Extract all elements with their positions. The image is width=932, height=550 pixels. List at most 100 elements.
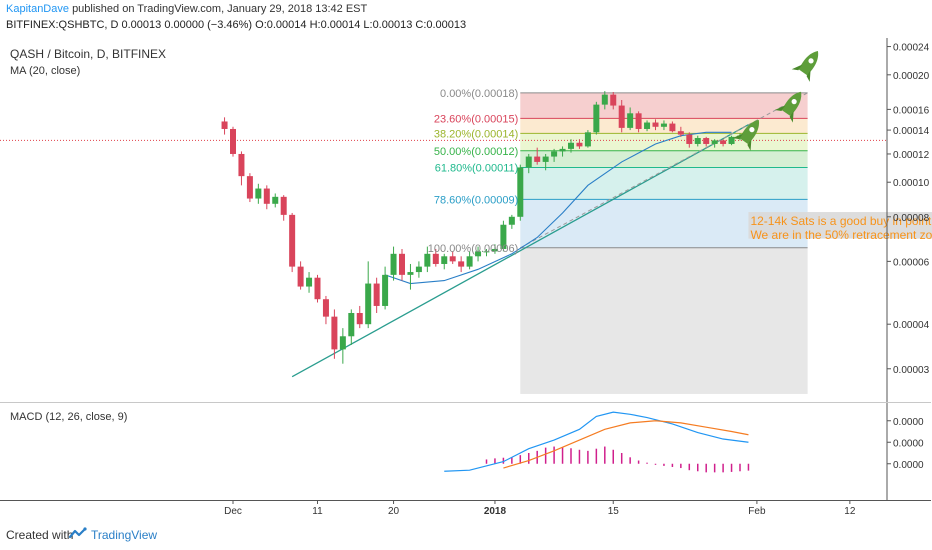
rockets: [732, 51, 819, 151]
candle-body: [272, 196, 279, 204]
price-tick-label: 0.00024: [893, 43, 930, 54]
candle-body: [365, 283, 372, 325]
candle-body: [500, 224, 507, 249]
candle-body: [711, 140, 718, 144]
candle-body: [475, 251, 482, 257]
candle-body: [458, 261, 465, 267]
candle-body: [534, 156, 541, 162]
annotation-box: [748, 212, 932, 239]
fib-lines: [520, 92, 808, 249]
axes: 0.00003 0.00004 0.00006 0.00008 0.00010 0.000…: [0, 38, 931, 517]
fib-level-label: 0.00%(0.00018): [440, 88, 518, 100]
rocket-window: [749, 127, 755, 133]
price-tick-label: 0.00012: [893, 150, 930, 161]
fib-level-label: 50.00%(0.00012): [434, 146, 518, 158]
candle-body: [483, 251, 490, 253]
candle-body: [610, 94, 617, 106]
time-tick-label: 20: [388, 506, 400, 517]
candle-body: [618, 105, 625, 128]
price-tick-label: 0.00014: [893, 126, 930, 137]
trendlines: [291, 92, 808, 378]
candle-body: [517, 167, 524, 217]
tradingview-brand-link[interactable]: TradingView: [91, 528, 158, 542]
candle-body: [322, 299, 329, 317]
candle-body: [728, 136, 735, 144]
price-tick-label: 0.00004: [893, 320, 930, 331]
candle-body: [331, 316, 338, 350]
fib-level-label: 23.60%(0.00015): [434, 113, 518, 125]
macd-tick-label: 0.0000: [893, 417, 924, 428]
time-tick-label: 15: [608, 506, 620, 517]
candle-body: [432, 253, 439, 264]
candle-body: [230, 128, 236, 154]
rocket-icon: [791, 51, 819, 82]
candle-body: [306, 277, 313, 287]
price-tick-label: 0.00003: [893, 365, 930, 376]
tradingview-logo-icon: [69, 527, 87, 539]
ma-legend: MA (20, close): [10, 65, 80, 77]
macd-legend: MACD (12, 26, close, 9): [10, 411, 127, 423]
candle-body: [627, 113, 634, 128]
fib-level-label: 78.60%(0.00009): [434, 194, 518, 206]
candle-body: [390, 253, 397, 275]
candle-body: [542, 156, 549, 162]
candle-body: [593, 104, 600, 133]
fib-band: [520, 167, 808, 200]
candle-body: [441, 256, 448, 264]
ticker-line: BITFINEX:QSHBTC, D 0.00013 0.00000 (−3.4…: [6, 19, 467, 31]
price-tick-label: 0.00020: [893, 71, 930, 82]
fib-level-label: 38.20%(0.00014): [434, 128, 518, 140]
price-tick-label: 0.00016: [893, 105, 930, 116]
candle-body: [525, 156, 532, 168]
time-tick-label: 11: [312, 506, 323, 517]
candle-body: [246, 176, 253, 199]
candle-body: [559, 148, 566, 152]
candle-body: [407, 272, 414, 275]
macd-pane: [444, 411, 750, 473]
candle-body: [644, 122, 651, 129]
signal-line: [503, 420, 749, 469]
rocket-fin: [791, 64, 811, 82]
macd-tick-label: 0.0000: [893, 460, 924, 471]
price-tick-label: 0.00008: [893, 213, 930, 224]
candle-body: [491, 248, 498, 252]
rocket-icon: [732, 119, 760, 151]
footer: Created with TradingView: [0, 519, 932, 550]
time-tick-label: Dec: [224, 506, 242, 517]
symbol-legend: QASH / Bitcoin, D, BITFINEX: [10, 47, 166, 61]
candle-body: [221, 121, 228, 129]
candle-body: [601, 94, 608, 105]
fib-trend-dashed-line: [520, 92, 808, 249]
candle-body: [356, 312, 363, 325]
fib-band: [520, 150, 808, 168]
rocket-fin: [732, 133, 752, 151]
candle-body: [466, 256, 473, 267]
candle-body: [508, 216, 515, 225]
rocket-window: [808, 58, 814, 64]
time-tick-label: 12: [844, 506, 856, 517]
candle-body: [399, 253, 405, 275]
fib-bands: [520, 92, 808, 394]
candle-body: [584, 132, 591, 147]
candle-body: [449, 256, 456, 262]
fib-band: [520, 133, 808, 151]
candle-body: [551, 151, 558, 157]
candle-body: [424, 253, 431, 267]
price-tick-label: 0.00006: [893, 257, 930, 268]
fib-level-label: 61.80%(0.00011): [435, 162, 519, 174]
candle-body: [677, 131, 684, 135]
fib-band: [520, 247, 808, 394]
author-link[interactable]: KapitanDave: [6, 3, 69, 15]
candle-body: [348, 312, 355, 337]
candle-body: [652, 122, 659, 127]
publish-line: KapitanDave published on TradingView.com…: [6, 3, 367, 15]
fib-band: [520, 92, 808, 119]
candle-body: [339, 336, 346, 350]
price-tick-label: 0.00010: [893, 178, 930, 189]
created-with-text: Created with: [6, 528, 74, 542]
rocket-body: [782, 91, 802, 116]
fib-level-label: 100.00%(0.00006): [428, 243, 519, 255]
candle-body: [297, 266, 304, 287]
candle-body: [280, 196, 287, 215]
